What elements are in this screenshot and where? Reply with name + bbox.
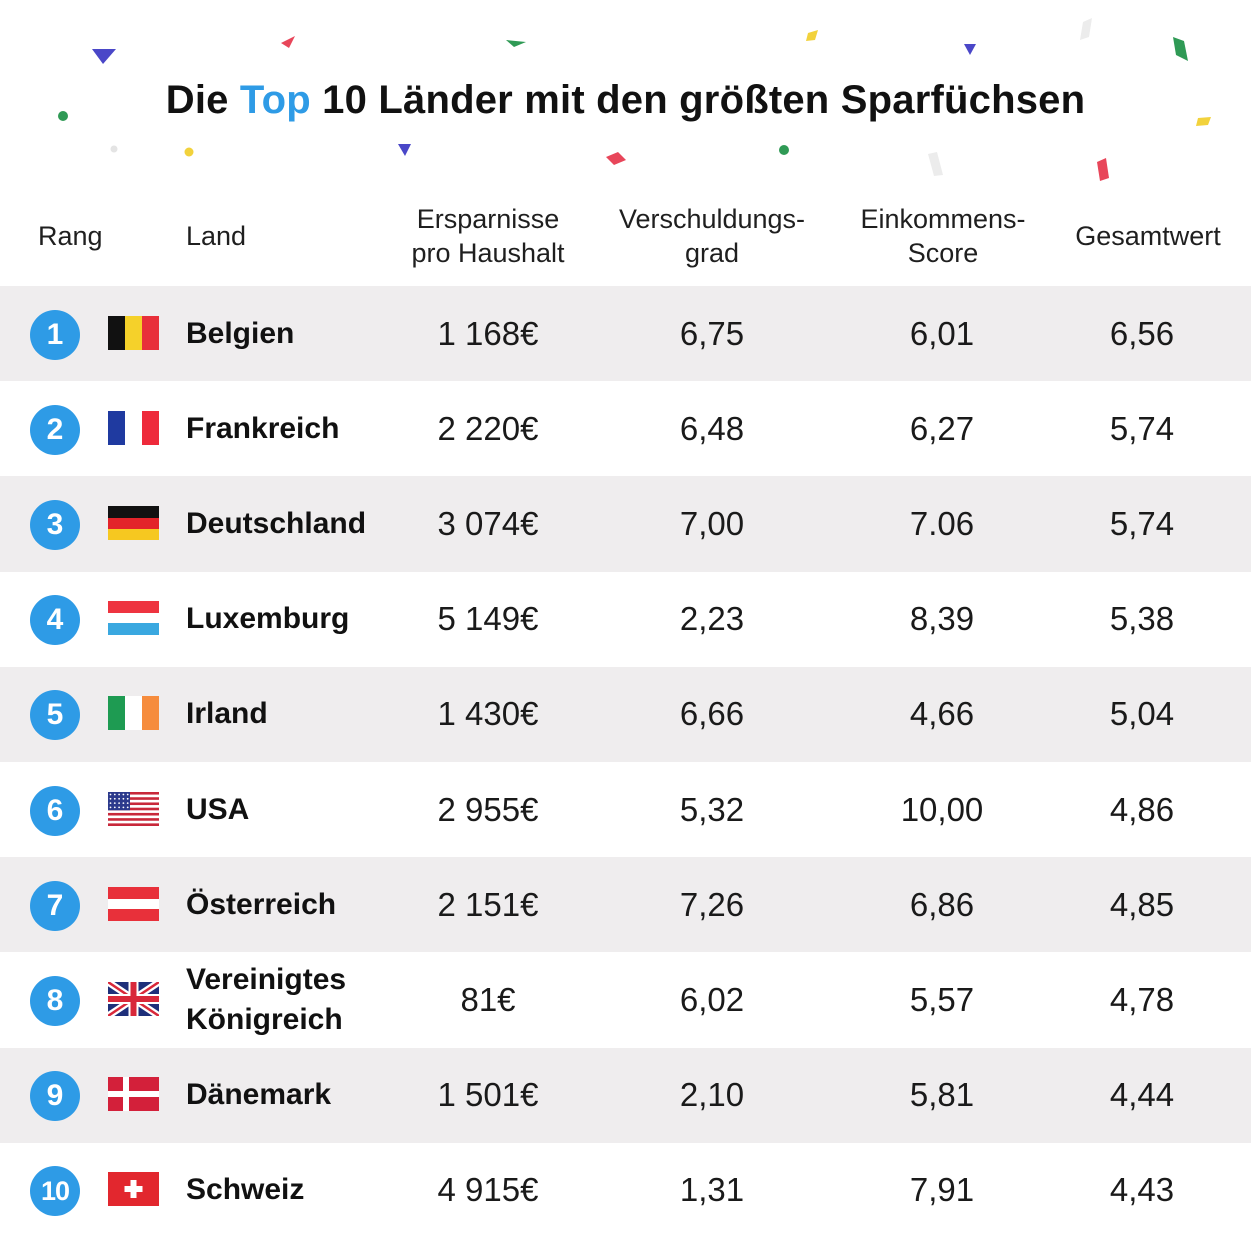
country-name: Vereinigtes Königreich xyxy=(186,962,347,1036)
debt-value: 1,31 xyxy=(679,1171,745,1209)
savings-value: 4 915€ xyxy=(437,1171,539,1209)
total-score-value: 4,78 xyxy=(1109,980,1175,1018)
income-score-value: 4,66 xyxy=(909,695,975,733)
table-row: 2 Frankreich 2 220€ 6,48 6,27 5,74 xyxy=(0,381,1251,476)
country-name: Belgien xyxy=(186,316,295,350)
country-name: Irland xyxy=(186,697,268,731)
table-header: Rang Land Ersparnisse pro Haushalt Versc… xyxy=(0,188,1251,284)
belgium-flag xyxy=(108,315,159,350)
debt-value: 2,23 xyxy=(679,600,745,638)
savings-value: 3 074€ xyxy=(437,504,539,542)
ranking-table: 1 Belgien 1 168€ 6,75 6,01 6,56 2 Frankreich 2 2… xyxy=(0,286,1251,1238)
usa-flag xyxy=(108,791,159,826)
total-score-value: 5,04 xyxy=(1109,695,1175,733)
savings-value: 81€ xyxy=(460,980,516,1018)
savings-value: 2 955€ xyxy=(437,790,539,828)
total-score-value: 4,43 xyxy=(1109,1171,1175,1209)
table-row: 8 Vereinigtes Königreich 81€ 6,02 5,57 4,78 xyxy=(0,952,1251,1047)
column-header-country: Land xyxy=(186,221,247,251)
confetti-decoration xyxy=(58,18,1211,181)
debt-value: 6,66 xyxy=(679,695,745,733)
debt-value: 7,26 xyxy=(679,885,745,923)
income-score-value: 5,81 xyxy=(909,1076,975,1114)
savings-value: 1 501€ xyxy=(437,1076,539,1114)
income-score-value: 6,27 xyxy=(909,409,975,447)
table-row: 10 Schweiz 4 915€ 1,31 7,91 4,43 xyxy=(0,1143,1251,1238)
savings-value: 1 430€ xyxy=(437,695,539,733)
rank-badge: 1 xyxy=(30,309,80,360)
country-name: Österreich xyxy=(186,887,337,921)
income-score-value: 7.06 xyxy=(909,504,975,542)
rank-badge: 7 xyxy=(30,880,80,931)
chart-title: Die Top 10 Länder mit den größten Sparfü… xyxy=(165,78,1086,122)
switzerland-flag xyxy=(108,1172,159,1207)
debt-value: 6,48 xyxy=(679,409,745,447)
rank-badge: 3 xyxy=(30,499,80,550)
rank-badge: 9 xyxy=(30,1071,80,1122)
total-score-value: 5,74 xyxy=(1109,504,1175,542)
income-score-value: 7,91 xyxy=(909,1171,975,1209)
country-name: USA xyxy=(186,792,250,826)
savings-value: 2 220€ xyxy=(437,409,539,447)
column-header-rank: Rang xyxy=(38,221,103,251)
uk-flag xyxy=(108,981,159,1016)
ireland-flag xyxy=(108,696,159,731)
income-score-value: 6,01 xyxy=(909,314,975,352)
total-score-value: 5,74 xyxy=(1109,409,1175,447)
rank-badge: 8 xyxy=(30,975,80,1026)
table-row: 4 Luxemburg 5 149€ 2,23 8,39 5,38 xyxy=(0,572,1251,667)
debt-value: 6,02 xyxy=(679,980,745,1018)
rank-badge: 2 xyxy=(30,404,80,455)
income-score-value: 10,00 xyxy=(900,790,984,828)
country-name: Deutschland xyxy=(186,506,367,540)
total-score-value: 6,56 xyxy=(1109,314,1175,352)
rank-badge: 4 xyxy=(30,595,80,646)
column-header-income: Einkommens- Score xyxy=(860,204,1026,268)
total-score-value: 4,44 xyxy=(1109,1076,1175,1114)
table-row: 6 USA 2 955€ 5,32 10,00 4,86 xyxy=(0,762,1251,857)
savings-value: 5 149€ xyxy=(437,600,539,638)
table-row: 3 Deutschland 3 074€ 7,00 7.06 5,74 xyxy=(0,476,1251,572)
debt-value: 5,32 xyxy=(679,790,745,828)
country-name: Schweiz xyxy=(186,1173,305,1207)
total-score-value: 4,85 xyxy=(1109,885,1175,923)
country-name: Luxemburg xyxy=(186,602,350,636)
total-score-value: 5,38 xyxy=(1109,600,1175,638)
income-score-value: 6,86 xyxy=(909,885,975,923)
column-header-total: Gesamtwert xyxy=(1075,221,1221,251)
table-row: 7 Österreich 2 151€ 7,26 6,86 4,85 xyxy=(0,857,1251,953)
table-row: 1 Belgien 1 168€ 6,75 6,01 6,56 xyxy=(0,286,1251,382)
table-row: 9 Dänemark 1 501€ 2,10 5,81 4,44 xyxy=(0,1047,1251,1143)
debt-value: 6,75 xyxy=(679,314,745,352)
rank-badge: 6 xyxy=(30,785,80,836)
debt-value: 2,10 xyxy=(679,1076,745,1114)
france-flag xyxy=(108,410,159,445)
savings-value: 2 151€ xyxy=(437,885,539,923)
country-name: Frankreich xyxy=(186,411,340,445)
austria-flag xyxy=(108,886,159,921)
column-header-debt: Verschuldungs- grad xyxy=(618,204,806,268)
germany-flag xyxy=(108,505,159,540)
denmark-flag xyxy=(108,1077,159,1112)
income-score-value: 8,39 xyxy=(909,600,975,638)
column-header-savings: Ersparnisse pro Haushalt xyxy=(411,204,565,268)
luxembourg-flag xyxy=(108,601,159,636)
rank-badge: 10 xyxy=(30,1166,80,1217)
country-name: Dänemark xyxy=(186,1078,332,1112)
table-row: 5 Irland 1 430€ 6,66 4,66 5,04 xyxy=(0,666,1251,762)
income-score-value: 5,57 xyxy=(909,980,975,1018)
savings-value: 1 168€ xyxy=(437,314,539,352)
total-score-value: 4,86 xyxy=(1109,790,1175,828)
debt-value: 7,00 xyxy=(679,504,745,542)
rank-badge: 5 xyxy=(30,690,80,741)
